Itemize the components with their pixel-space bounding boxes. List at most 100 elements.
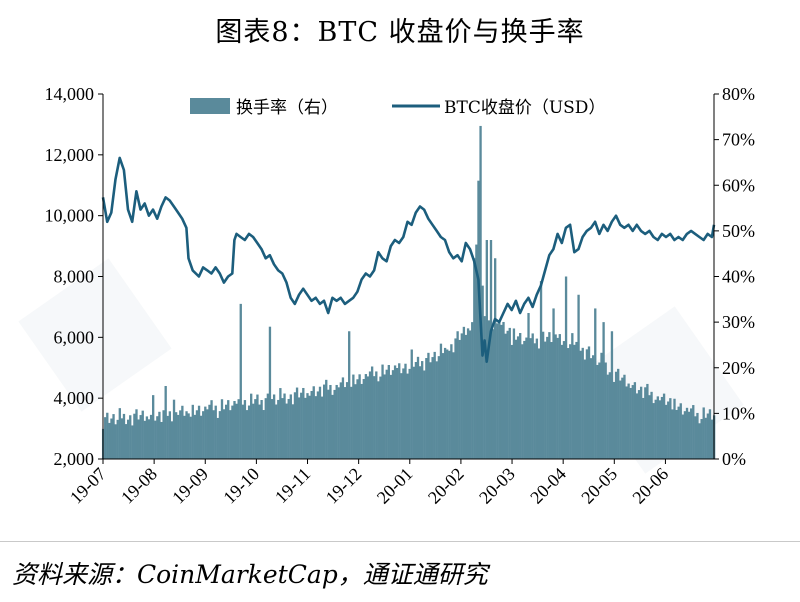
divider	[0, 541, 800, 542]
right-tick-label: 30%	[722, 312, 755, 332]
turnover-bar	[535, 338, 539, 459]
turnover-bar	[283, 393, 286, 459]
turnover-bar	[587, 346, 591, 459]
turnover-bar	[293, 392, 297, 459]
turnover-bar	[320, 396, 324, 459]
turnover-bar	[239, 303, 242, 459]
turnover-bar	[504, 333, 507, 459]
turnover-bar	[289, 394, 292, 459]
turnover-bar	[642, 397, 645, 459]
turnover-bar	[552, 308, 555, 459]
turnover-bar	[268, 326, 272, 459]
turnover-bar	[310, 390, 313, 459]
turnover-bar	[491, 329, 495, 459]
turnover-bar	[120, 418, 124, 459]
turnover-bar	[437, 356, 441, 459]
turnover-bar	[304, 397, 307, 459]
turnover-bar	[446, 349, 449, 459]
turnover-bar	[516, 336, 520, 459]
right-tick-label: 0%	[722, 449, 746, 469]
x-tick-label: 19-09	[168, 464, 212, 508]
turnover-bar	[406, 373, 409, 459]
turnover-bar	[496, 323, 499, 459]
turnover-bar	[164, 386, 167, 459]
turnover-bar	[558, 334, 561, 459]
turnover-bar	[212, 410, 215, 459]
turnover-bar	[523, 340, 526, 459]
turnover-bar	[550, 342, 553, 459]
turnover-bar	[608, 372, 612, 459]
turnover-bar	[452, 352, 455, 459]
turnover-bar	[604, 362, 607, 459]
turnover-bar	[529, 338, 532, 459]
turnover-bar	[270, 399, 274, 459]
turnover-bar	[644, 387, 647, 459]
turnover-bar	[214, 405, 217, 459]
turnover-bar	[679, 403, 682, 459]
turnover-bar	[395, 368, 399, 459]
turnover-bar	[260, 399, 263, 459]
turnover-bar	[108, 422, 111, 459]
turnover-bar	[168, 411, 172, 459]
turnover-bar	[247, 405, 251, 459]
turnover-bar	[675, 409, 678, 459]
turnover-bar	[160, 421, 163, 459]
turnover-bar	[187, 413, 190, 459]
turnover-bar	[222, 409, 226, 459]
turnover-bar	[481, 285, 484, 459]
turnover-bar	[531, 333, 534, 459]
turnover-bar	[471, 322, 474, 459]
turnover-bar	[189, 416, 192, 459]
turnover-bar	[573, 344, 576, 459]
turnover-bar	[360, 383, 363, 459]
turnover-bar	[635, 393, 639, 459]
turnover-bar	[500, 324, 503, 459]
turnover-bar	[352, 374, 355, 459]
left-tick-label: 14,000	[45, 84, 95, 104]
turnover-bar	[589, 358, 593, 459]
turnover-bar	[329, 384, 332, 459]
turnover-bar	[564, 276, 568, 459]
turnover-bar	[421, 361, 424, 459]
turnover-bar	[333, 389, 336, 459]
turnover-bar	[183, 415, 186, 459]
turnover-bar	[195, 410, 199, 459]
turnover-bar	[206, 409, 209, 459]
turnover-bar	[525, 337, 528, 459]
turnover-bar	[660, 396, 664, 459]
turnover-bar	[287, 398, 290, 459]
turnover-bar	[343, 387, 347, 459]
turnover-bar	[598, 362, 601, 459]
turnover-bar	[443, 347, 447, 459]
x-tick-label: 19-10	[219, 464, 263, 508]
turnover-bar	[131, 425, 134, 459]
x-tick-label: 20-06	[628, 464, 672, 508]
turnover-bar	[710, 419, 714, 459]
turnover-bar	[698, 423, 701, 459]
turnover-bar	[692, 405, 695, 459]
turnover-bar	[562, 341, 566, 459]
turnover-bar	[264, 398, 267, 459]
turnover-bar	[646, 383, 649, 459]
turnover-bar	[348, 331, 351, 459]
turnover-bar	[594, 308, 597, 459]
turnover-bar	[700, 419, 703, 459]
turnover-bar	[385, 369, 388, 459]
turnover-bar	[566, 348, 570, 459]
turnover-bar	[571, 333, 574, 459]
turnover-bar	[162, 410, 165, 459]
turnover-bar	[166, 415, 169, 459]
turnover-bar	[581, 347, 584, 459]
turnover-bar	[277, 399, 280, 459]
turnover-bar	[172, 399, 176, 459]
turnover-bar	[554, 334, 557, 459]
turnover-bar	[145, 416, 149, 459]
turnover-bar	[370, 366, 374, 459]
turnover-bar	[366, 376, 370, 459]
turnover-bar	[220, 399, 224, 459]
turnover-bar	[398, 363, 401, 459]
turnover-bar	[137, 419, 140, 459]
chart-title: 图表8：BTC 收盘价与换手率	[215, 17, 585, 48]
turnover-bar	[354, 384, 357, 459]
